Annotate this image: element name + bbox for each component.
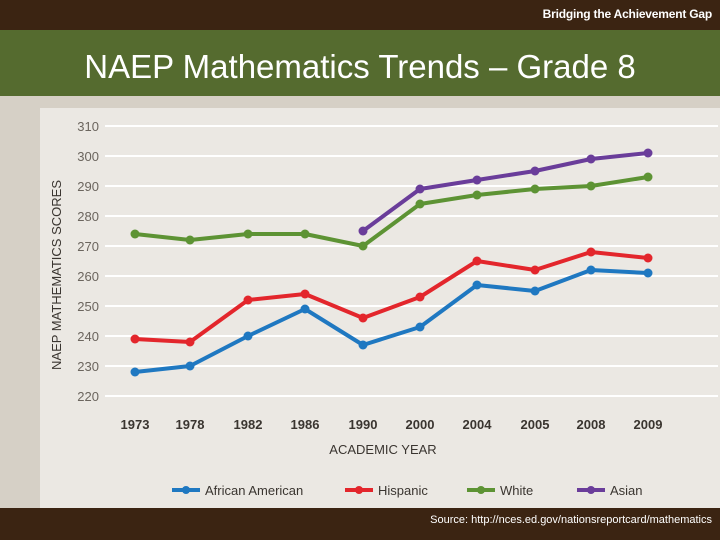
legend-marker (182, 486, 190, 494)
data-point (586, 265, 596, 275)
data-point (185, 361, 195, 371)
data-point (130, 334, 140, 344)
data-point (415, 322, 425, 332)
x-axis-label: ACADEMIC YEAR (329, 442, 436, 457)
data-point (472, 190, 482, 200)
y-tick-label: 260 (77, 269, 99, 284)
data-point (472, 280, 482, 290)
data-point (300, 289, 310, 299)
x-tick-label: 1982 (234, 417, 263, 432)
y-tick-label: 230 (77, 359, 99, 374)
x-tick-label: 2000 (406, 417, 435, 432)
x-tick-label: 2004 (463, 417, 493, 432)
top-bar (0, 0, 720, 30)
series-line (134, 175, 649, 248)
data-point (358, 340, 368, 350)
x-tick-label: 1973 (121, 417, 150, 432)
y-tick-label: 310 (77, 119, 99, 134)
y-axis-label: NAEP MATHEMATICS SCORES (49, 180, 64, 370)
slide-title: NAEP Mathematics Trends – Grade 8 (84, 48, 636, 85)
x-tick-label: 2009 (634, 417, 663, 432)
data-point (586, 181, 596, 191)
data-point (530, 265, 540, 275)
y-tick-label: 280 (77, 209, 99, 224)
data-point (643, 148, 653, 158)
x-tick-label: 1978 (176, 417, 205, 432)
data-point (415, 184, 425, 194)
data-point (415, 292, 425, 302)
data-point (358, 241, 368, 251)
legend-marker (477, 486, 485, 494)
legend-label: Asian (610, 483, 643, 498)
data-point (530, 166, 540, 176)
series-line (134, 250, 649, 344)
legend-marker (587, 486, 595, 494)
data-point (586, 154, 596, 164)
y-tick-label: 240 (77, 329, 99, 344)
data-point (243, 331, 253, 341)
data-point (472, 175, 482, 185)
legend-label: White (500, 483, 533, 498)
data-point (586, 247, 596, 257)
y-tick-label: 220 (77, 389, 99, 404)
y-tick-label: 290 (77, 179, 99, 194)
y-tick-label: 250 (77, 299, 99, 314)
legend-label: Hispanic (378, 483, 428, 498)
plot-background (40, 108, 720, 508)
data-point (300, 304, 310, 314)
x-tick-label: 1986 (291, 417, 320, 432)
x-tick-label: 1990 (349, 417, 378, 432)
data-point (643, 268, 653, 278)
data-point (185, 235, 195, 245)
data-point (530, 286, 540, 296)
source-text: Source: http://nces.ed.gov/nationsreport… (430, 514, 712, 526)
data-point (358, 313, 368, 323)
data-point (530, 184, 540, 194)
series-line (361, 151, 649, 233)
data-point (130, 229, 140, 239)
data-point (243, 295, 253, 305)
data-point (130, 367, 140, 377)
x-tick-label: 2005 (521, 417, 550, 432)
line-chart: 310 300 290 280 270 260 250 240 230 220 1973 1978 1… (40, 108, 720, 508)
data-point (358, 226, 368, 236)
data-point (415, 199, 425, 209)
y-tick-label: 270 (77, 239, 99, 254)
legend-label: African American (205, 483, 303, 498)
bottom-bar (0, 508, 720, 540)
data-point (300, 229, 310, 239)
data-point (185, 337, 195, 347)
title-band (0, 30, 720, 96)
y-tick-label: 300 (77, 149, 99, 164)
data-point (643, 253, 653, 263)
brand-text: Bridging the Achievement Gap (542, 7, 713, 21)
legend-marker (355, 486, 363, 494)
data-point (472, 256, 482, 266)
data-point (243, 229, 253, 239)
data-point (643, 172, 653, 182)
series-line (134, 268, 649, 374)
x-tick-label: 2008 (577, 417, 606, 432)
